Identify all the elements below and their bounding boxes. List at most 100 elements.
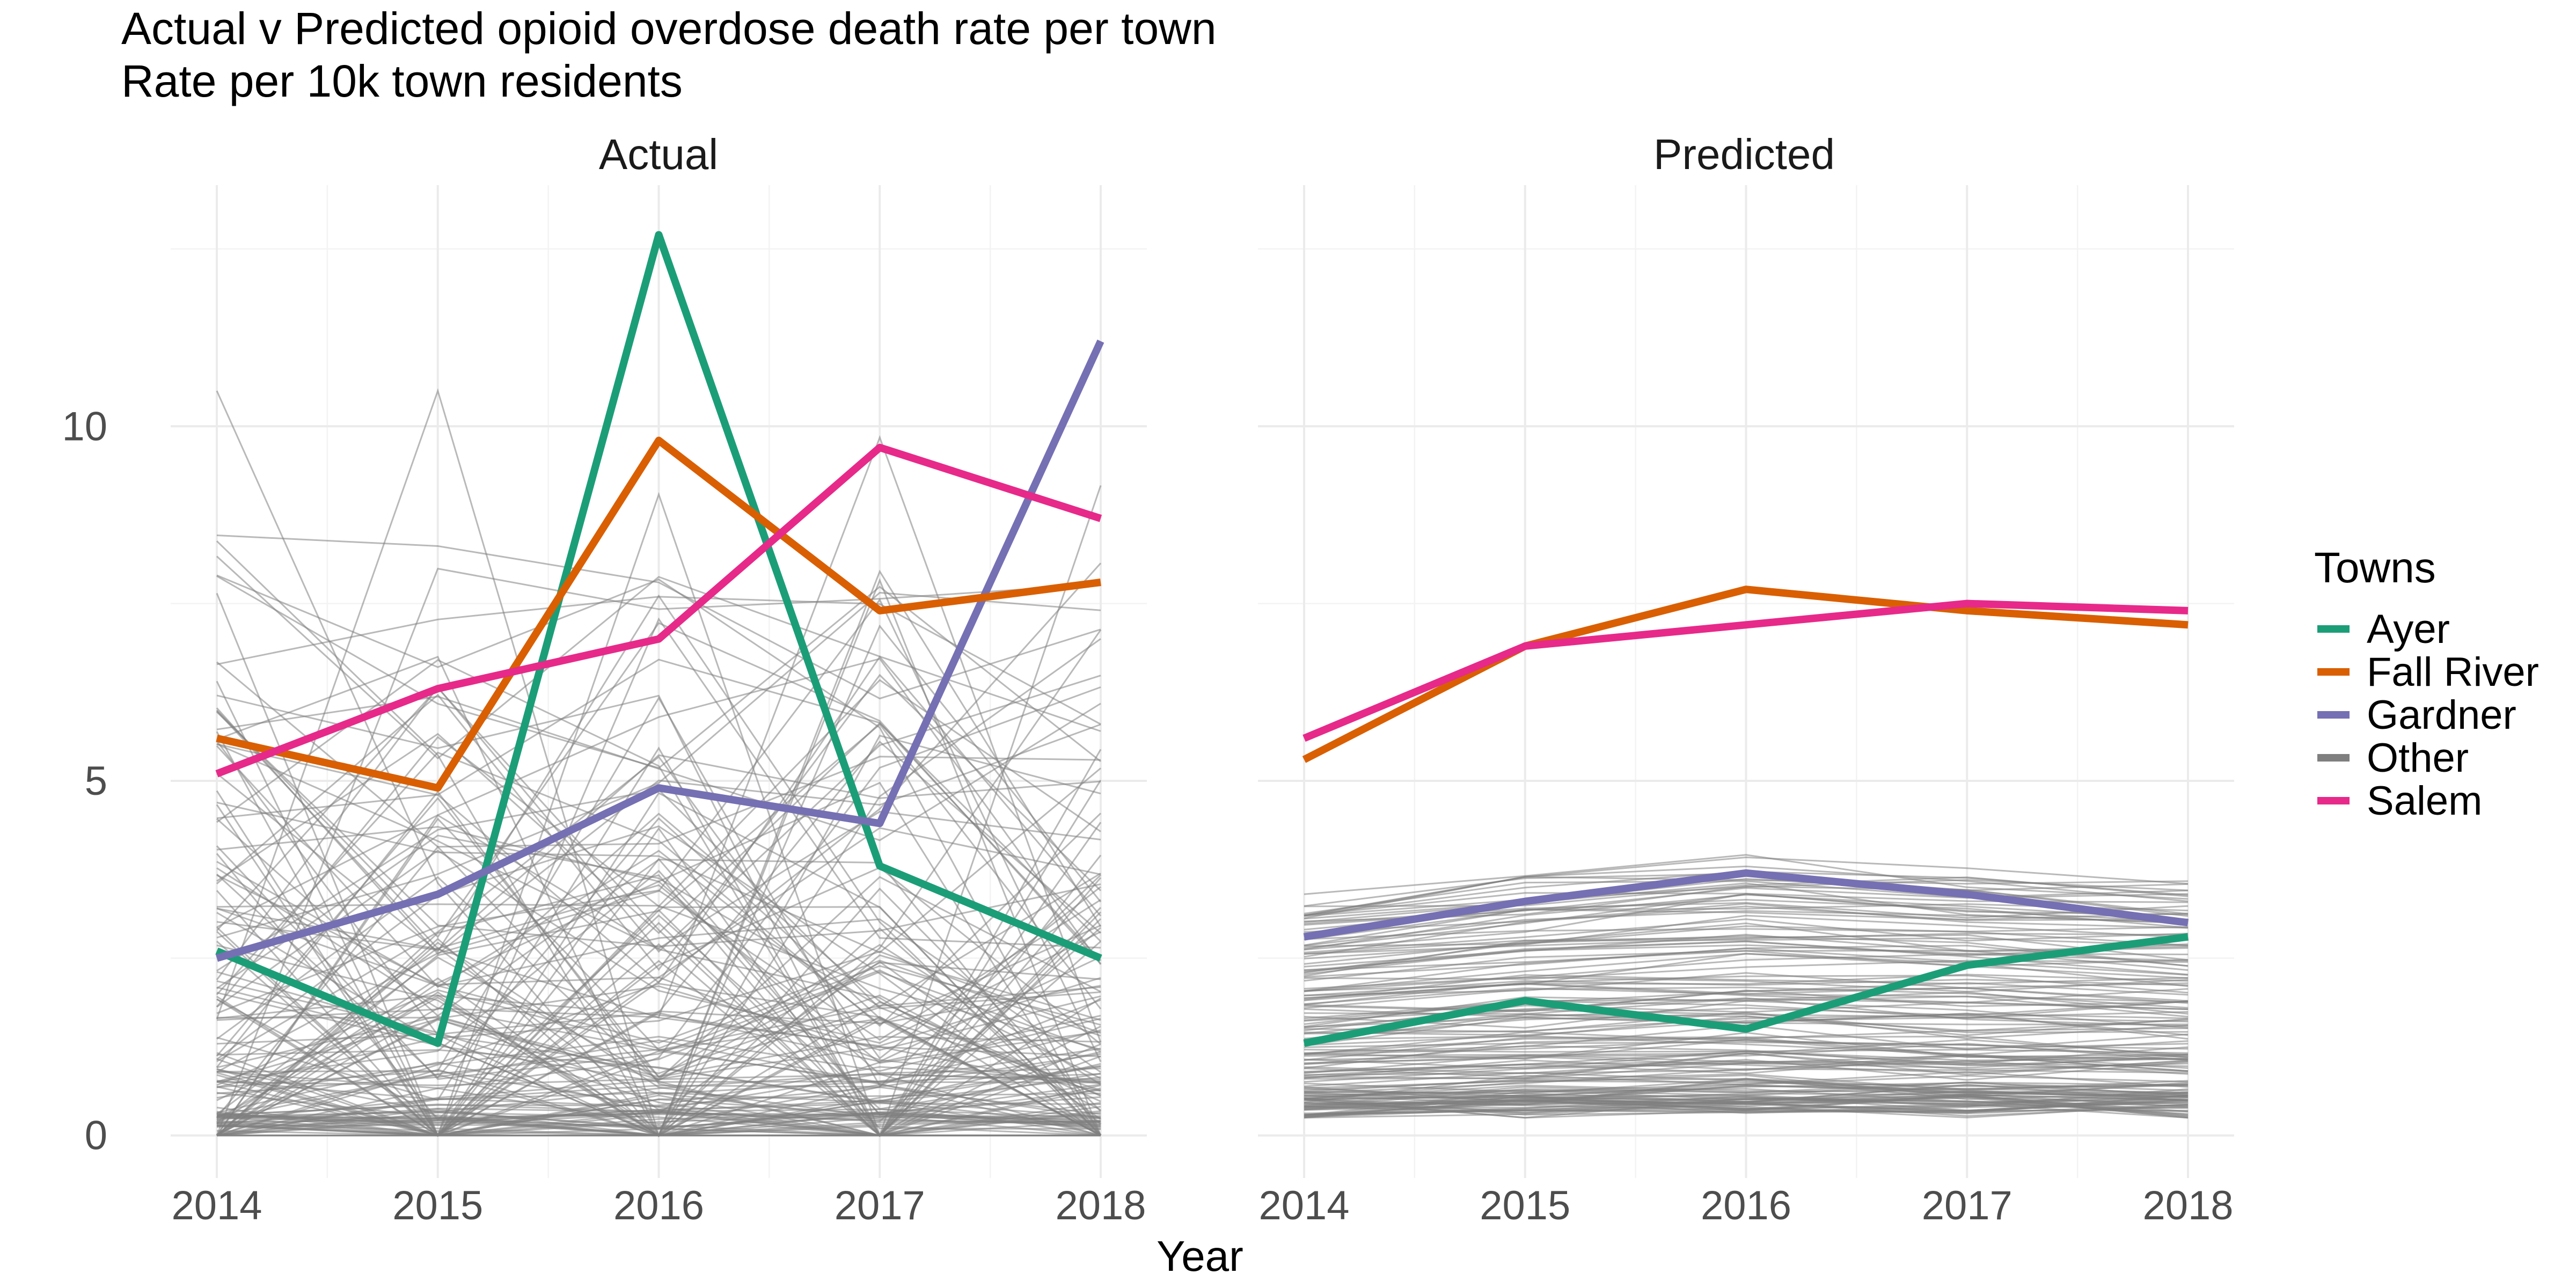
- legend-label-ayer: Ayer: [2367, 606, 2450, 652]
- series-line-other: [216, 679, 1101, 1007]
- series-line-other: [1304, 1000, 2189, 1020]
- series-line-other: [1304, 910, 2189, 947]
- series-line-other: [1304, 865, 2189, 919]
- strip-label-predicted: Predicted: [1653, 130, 1835, 178]
- series-line-other: [216, 707, 1101, 955]
- series-line-other: [1304, 1097, 2189, 1115]
- series-line-other: [216, 756, 1101, 1062]
- series-line-other: [1304, 1094, 2189, 1117]
- series-line-ayer: [1303, 933, 2189, 1047]
- series-line-other: [216, 1061, 1101, 1118]
- series-line-other: [1304, 1000, 2189, 1029]
- series-line-other: [216, 598, 1102, 1073]
- series-line-other: [216, 861, 1101, 1073]
- series-line-other: [216, 485, 1102, 1137]
- series-line-other: [1304, 960, 2189, 980]
- series-line-other: [216, 827, 1101, 986]
- legend-label-gardner: Gardner: [2367, 692, 2516, 738]
- series-line-other: [216, 962, 1101, 1137]
- series-line-gardner: [1303, 869, 2189, 941]
- series-line-other: [217, 686, 1101, 1137]
- series-line-other: [1304, 918, 2189, 954]
- series-line-other: [1304, 933, 2189, 971]
- series-line-other: [216, 835, 1101, 1007]
- series-line-other: [1304, 914, 2189, 960]
- series-line-other: [216, 767, 1101, 954]
- series-line-other: [216, 940, 1101, 1137]
- series-line-other: [1304, 974, 2189, 1001]
- series-line-gardner: [216, 339, 1104, 962]
- series-line-other: [216, 594, 1102, 1136]
- series-line-other: [216, 1049, 1101, 1103]
- series-line-other: [216, 754, 1101, 951]
- series-line-other: [216, 743, 1101, 1136]
- series-line-other: [1304, 854, 2189, 900]
- series-line-other: [216, 971, 1101, 1089]
- series-line-other: [216, 751, 1102, 1027]
- series-line-fall-river: [1302, 586, 2189, 763]
- x-tick-label: 2016: [1701, 1183, 1791, 1228]
- series-line-other: [1304, 1084, 2189, 1103]
- series-line-other: [1304, 1014, 2189, 1036]
- y-tick-label: 0: [85, 1113, 107, 1159]
- series-line-other: [1304, 972, 2189, 1002]
- series-line-other: [216, 562, 1102, 1137]
- series-line-other: [1304, 1038, 2189, 1057]
- series-line-other: [216, 710, 1101, 1064]
- panel-actual: Actual: [171, 130, 1147, 1178]
- x-tick-label: 2014: [171, 1183, 262, 1228]
- series-line-other: [1304, 1099, 2189, 1116]
- strip-label-actual: Actual: [599, 130, 718, 178]
- series-line-other: [1304, 1016, 2189, 1036]
- x-tick-label: 2017: [1922, 1183, 2012, 1228]
- series-line-other: [1304, 1073, 2189, 1093]
- series-line-other: [216, 1073, 1101, 1124]
- series-line-other: [216, 1112, 1101, 1137]
- series-line-fall-river: [216, 436, 1101, 792]
- series-line-other: [216, 1103, 1101, 1137]
- x-axis-ticks: 2014 2015 2016 2017 2018 2014 2015 2016 2017 2018: [171, 1183, 2233, 1228]
- y-axis-ticks: 0 5 10: [62, 404, 107, 1158]
- series-line-other: [216, 853, 1101, 1121]
- series-line-other: [1304, 903, 2189, 933]
- series-line-other: [216, 810, 1101, 1136]
- panel-predicted: Predicted: [1258, 130, 2234, 1178]
- series-line-other: [1304, 1045, 2189, 1066]
- series-line-other: [216, 818, 1102, 1136]
- chart-subtitle: Rate per 10k town residents: [121, 56, 683, 106]
- series-line-other: [1304, 940, 2189, 973]
- series-line-other: [1304, 982, 2189, 1021]
- series-line-other: [216, 657, 1102, 965]
- series-line-other: [216, 996, 1101, 1137]
- series-line-salem: [215, 443, 1102, 778]
- series-line-other: [1304, 1062, 2189, 1080]
- series-line-other: [216, 574, 1102, 1136]
- x-tick-label: 2014: [1258, 1183, 1349, 1228]
- series-line-other: [216, 1111, 1101, 1137]
- series-line-other: [216, 674, 1102, 971]
- series-line-other: [1304, 1012, 2189, 1040]
- series-line-other: [1304, 1071, 2189, 1093]
- x-tick-label: 2015: [1480, 1183, 1570, 1228]
- series-line-salem: [1302, 599, 2189, 742]
- series-line-other: [216, 796, 1101, 1078]
- series-line-other: [216, 1048, 1101, 1137]
- series-line-other: [1304, 893, 2189, 949]
- legend-title: Towns: [2314, 544, 2436, 591]
- series-line-other: [216, 845, 1101, 1080]
- y-tick-label: 10: [62, 404, 107, 449]
- series-line-other: [216, 950, 1101, 1088]
- series-line-other: [1304, 987, 2189, 1005]
- x-tick-label: 2018: [1055, 1183, 1146, 1228]
- series-line-other: [1304, 1053, 2189, 1074]
- series-line-other: [1304, 937, 2189, 977]
- series-line-other: [1304, 953, 2189, 992]
- series-line-other: [1304, 1015, 2189, 1041]
- series-line-other: [216, 790, 1102, 1137]
- series-line-other: [216, 1046, 1101, 1092]
- x-tick-label: 2015: [392, 1183, 483, 1228]
- series-line-other: [216, 675, 1101, 980]
- series-line-other: [1304, 1031, 2189, 1056]
- series-line-other: [1304, 925, 2189, 947]
